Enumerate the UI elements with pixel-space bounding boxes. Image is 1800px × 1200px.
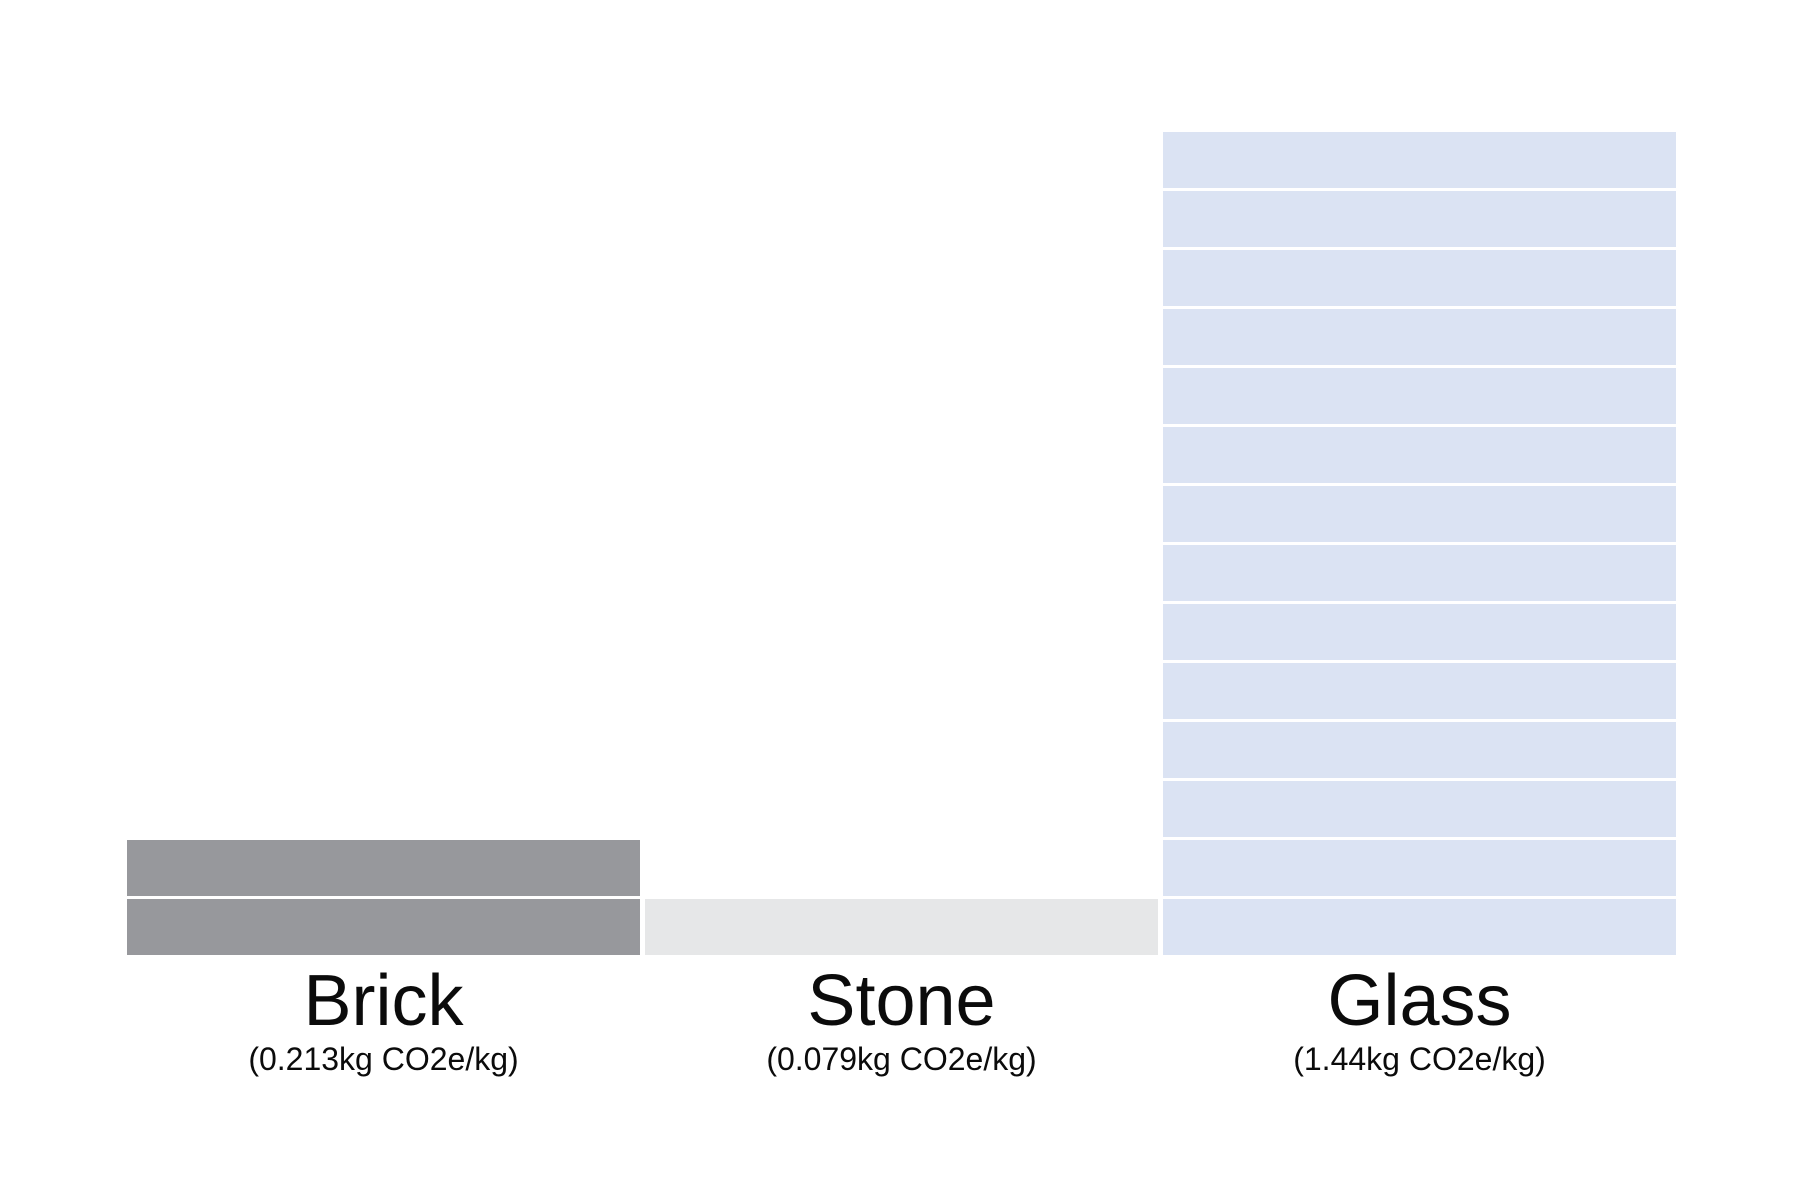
bar-block-glass xyxy=(1163,545,1676,601)
bar-block-stone xyxy=(645,899,1158,955)
bar-block-glass xyxy=(1163,840,1676,896)
bar-block-glass xyxy=(1163,191,1676,247)
bar-brick xyxy=(127,840,640,955)
bar-block-glass xyxy=(1163,132,1676,188)
value-label-glass: (1.44kg CO2e/kg) xyxy=(1293,1041,1546,1077)
value-label-brick: (0.213kg CO2e/kg) xyxy=(248,1041,518,1077)
bar-block-brick xyxy=(127,840,640,896)
bar-block-glass xyxy=(1163,309,1676,365)
category-label-stone: Stone xyxy=(807,961,995,1041)
bar-block-glass xyxy=(1163,427,1676,483)
bar-block-glass xyxy=(1163,604,1676,660)
bar-block-glass xyxy=(1163,722,1676,778)
bar-block-brick xyxy=(127,899,640,955)
bar-block-glass xyxy=(1163,368,1676,424)
bar-block-glass xyxy=(1163,486,1676,542)
category-label-glass: Glass xyxy=(1327,961,1511,1041)
bar-block-glass xyxy=(1163,663,1676,719)
bar-stone xyxy=(645,899,1158,955)
bar-block-glass xyxy=(1163,781,1676,837)
bar-glass xyxy=(1163,132,1676,955)
bars-layer xyxy=(127,132,1676,955)
category-label-brick: Brick xyxy=(304,961,465,1041)
bar-block-glass xyxy=(1163,250,1676,306)
bar-block-glass xyxy=(1163,899,1676,955)
labels-layer: Brick(0.213kg CO2e/kg) Stone(0.079kg CO2e… xyxy=(248,961,1545,1077)
value-label-stone: (0.079kg CO2e/kg) xyxy=(766,1041,1036,1077)
